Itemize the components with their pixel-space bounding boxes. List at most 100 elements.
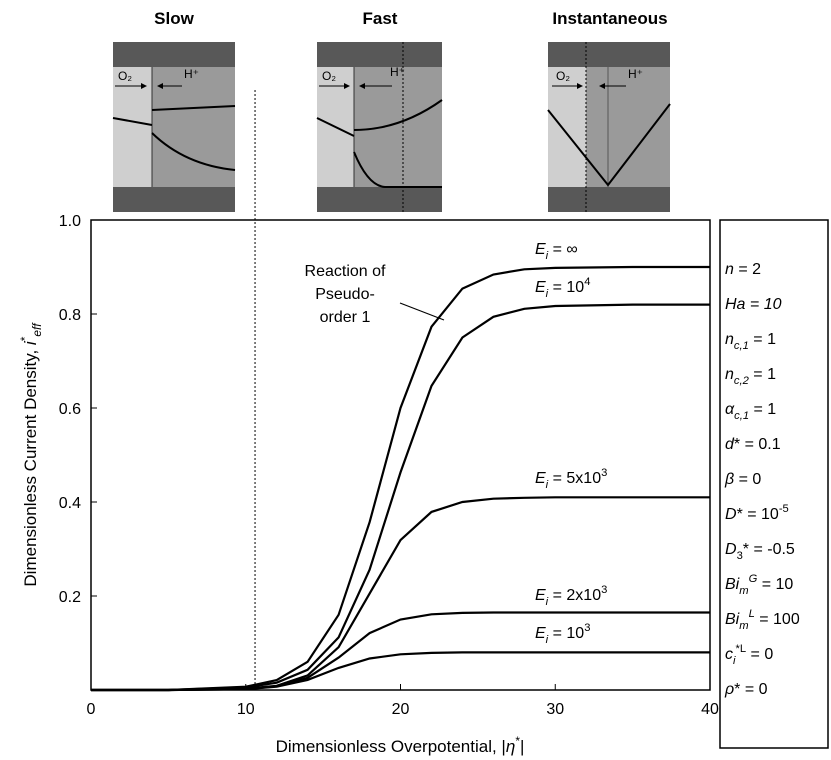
- text-part: η: [506, 737, 515, 756]
- curve-label: Ei = 103: [535, 622, 590, 646]
- y-tick-label: 0.8: [59, 307, 81, 324]
- curve-label: Ei = 2x103: [535, 584, 607, 608]
- parameter: Ha = 10: [725, 296, 782, 313]
- text-part: *: [515, 734, 520, 748]
- annotation: Pseudo-: [315, 286, 375, 303]
- text-part: = 0: [734, 471, 761, 488]
- text-part: E: [535, 279, 546, 296]
- text-part: = 10: [548, 625, 584, 642]
- parameter: D* = 10-5: [725, 503, 789, 523]
- schematic-label: O₂: [118, 69, 132, 83]
- parameter: ci*L = 0: [725, 643, 773, 667]
- text-part: L: [749, 608, 755, 620]
- schematic-label: O₂: [322, 69, 336, 83]
- schematic-title: Fast: [363, 9, 398, 28]
- schematic-slow: Slow O₂ H⁺: [112, 9, 236, 212]
- text-part: *: [18, 336, 32, 341]
- text-part: = 10: [548, 279, 584, 296]
- curve: [91, 651, 710, 692]
- text-part: * = 0: [734, 681, 767, 698]
- y-tick-label: 1.0: [59, 213, 81, 230]
- text-part: = 2: [734, 261, 761, 278]
- text-part: i: [546, 634, 549, 646]
- text-part: = 0: [746, 646, 773, 663]
- text-part: c: [725, 646, 733, 663]
- x-tick-label: 0: [87, 701, 96, 718]
- text-part: m: [739, 585, 748, 597]
- curve-label: Ei = 104: [535, 276, 590, 300]
- curve-label: Ei = 5x103: [535, 467, 607, 491]
- text-part: n: [725, 261, 734, 278]
- text-part: Ha = 10: [725, 296, 782, 313]
- text-part: Bi: [725, 611, 740, 628]
- x-tick-label: 30: [546, 701, 564, 718]
- schematic-label: O₂: [556, 69, 570, 83]
- text-part: n: [725, 331, 734, 348]
- text-part: 3: [737, 550, 743, 562]
- y-axis-title: Dimensionless Current Density, i*eff: [18, 322, 44, 587]
- parameter: D3* = -0.5: [725, 541, 795, 562]
- text-part: Dimensionless Current Density,: [21, 345, 40, 587]
- text-part: i: [546, 596, 549, 608]
- annotation: Reaction of: [305, 263, 386, 280]
- text-part: c,2: [734, 375, 750, 387]
- text-part: 3: [601, 467, 607, 479]
- text-part: E: [535, 625, 546, 642]
- x-axis-title: Dimensionless Overpotential, |η*|: [276, 734, 525, 756]
- text-part: 3: [601, 584, 607, 596]
- text-part: D: [725, 541, 737, 558]
- text-part: Bi: [725, 576, 740, 593]
- text-part: α: [725, 401, 735, 418]
- annotation: order 1: [320, 309, 371, 326]
- y-tick-label: 0.6: [59, 401, 81, 418]
- text-part: i: [546, 250, 549, 262]
- parameter: nc,2 = 1: [725, 366, 776, 387]
- text-part: = 1: [749, 366, 776, 383]
- parameter: n = 2: [725, 261, 761, 278]
- text-part: n: [725, 366, 734, 383]
- text-part: = 1: [749, 401, 776, 418]
- text-part: ρ: [724, 681, 734, 698]
- text-part: = ∞: [548, 241, 578, 258]
- text-part: E: [535, 587, 546, 604]
- text-part: 3: [584, 622, 590, 634]
- text-part: c,1: [734, 410, 749, 422]
- text-part: i: [546, 479, 549, 491]
- x-tick-label: 20: [392, 701, 410, 718]
- text-part: = 1: [749, 331, 776, 348]
- schematic-fast: Fast O₂ H⁺: [316, 9, 443, 212]
- text-part: 4: [584, 276, 590, 288]
- text-part: *L: [736, 643, 747, 655]
- y-tick-label: 0.4: [59, 495, 81, 512]
- annotation-pointer: [399, 302, 445, 321]
- text-part: i: [21, 340, 40, 345]
- schematic-title: Instantaneous: [552, 9, 667, 28]
- curve: [91, 265, 710, 692]
- text-part: * = 10: [737, 506, 779, 523]
- parameter: nc,1 = 1: [725, 331, 776, 352]
- text-part: = 10: [757, 576, 793, 593]
- text-part: c,1: [734, 340, 749, 352]
- x-tick-label: 40: [701, 701, 719, 718]
- y-tick-label: 0.2: [59, 589, 81, 606]
- schematic-label: H⁺: [390, 65, 405, 79]
- text-part: = 2x10: [548, 587, 601, 604]
- text-part: i: [733, 655, 736, 667]
- schematic-instantaneous: Instantaneous O₂ H⁺: [547, 9, 671, 212]
- parameter-box: [719, 219, 829, 749]
- parameter: BimL = 100: [725, 608, 800, 632]
- text-part: d: [725, 436, 735, 453]
- curve: [91, 303, 710, 692]
- text-part: Dimensionless Overpotential, |: [276, 737, 506, 756]
- parameter: αc,1 = 1: [725, 401, 776, 422]
- text-part: -5: [779, 503, 789, 515]
- text-part: |: [520, 737, 524, 756]
- schematic-label: H⁺: [184, 67, 199, 81]
- text-part: * = -0.5: [743, 541, 795, 558]
- schematic-title: Slow: [154, 9, 194, 28]
- text-part: = 5x10: [548, 470, 601, 487]
- parameter: ρ* = 0: [724, 681, 768, 698]
- curve: [91, 496, 710, 692]
- text-part: D: [725, 506, 737, 523]
